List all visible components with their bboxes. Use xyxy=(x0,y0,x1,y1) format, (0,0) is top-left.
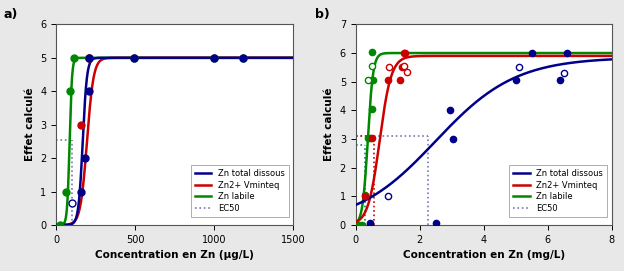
Text: a): a) xyxy=(3,8,17,21)
Legend: Zn total dissous, Zn2+ Vminteq, Zn labile, EC50: Zn total dissous, Zn2+ Vminteq, Zn labil… xyxy=(509,165,607,217)
X-axis label: Concentration en Zn (μg/L): Concentration en Zn (μg/L) xyxy=(95,250,254,260)
Y-axis label: Effet calculé: Effet calculé xyxy=(324,88,334,162)
Legend: Zn total dissous, Zn2+ Vminteq, Zn labile, EC50: Zn total dissous, Zn2+ Vminteq, Zn labil… xyxy=(190,165,289,217)
Text: b): b) xyxy=(315,8,330,21)
Y-axis label: Effet calculé: Effet calculé xyxy=(24,88,35,162)
X-axis label: Concentration en Zn (mg/L): Concentration en Zn (mg/L) xyxy=(402,250,565,260)
